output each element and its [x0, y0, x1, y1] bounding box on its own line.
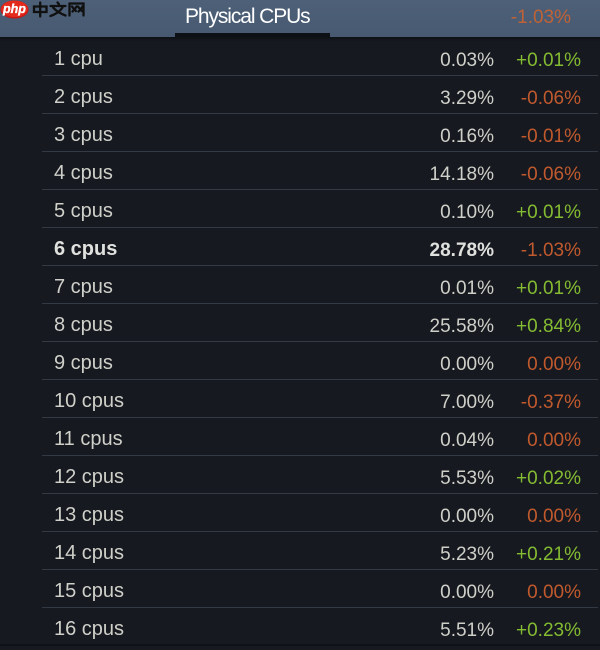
svg-text:php: php	[2, 2, 26, 16]
